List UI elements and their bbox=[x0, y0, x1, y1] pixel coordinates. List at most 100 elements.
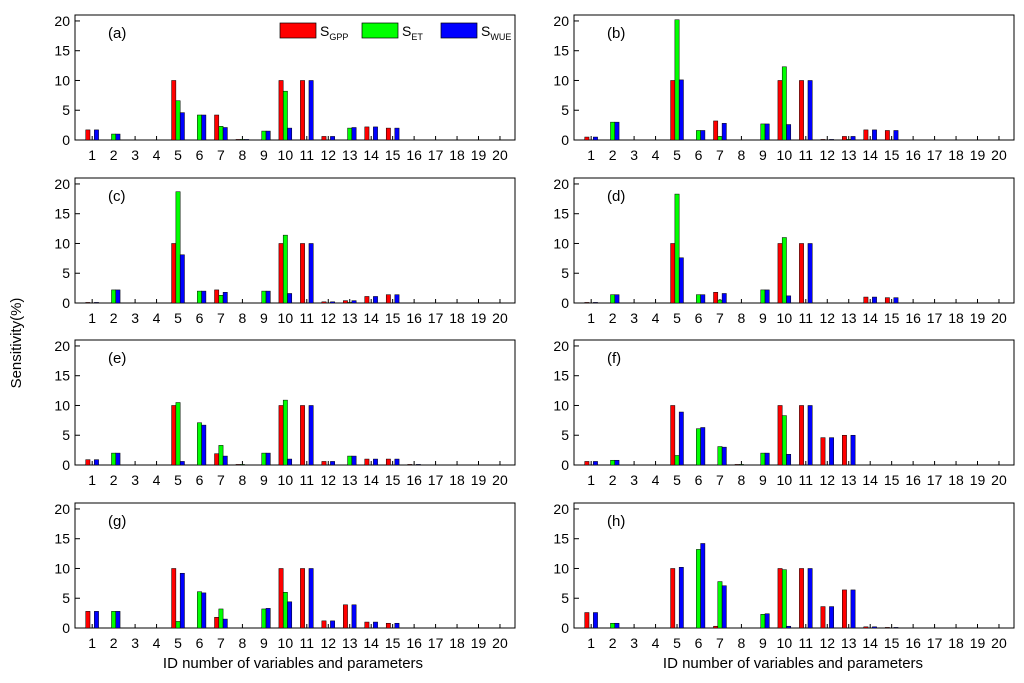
bar-set-13 bbox=[347, 302, 353, 304]
bar-sgpp-10 bbox=[777, 405, 783, 466]
x-tick-label: 14 bbox=[862, 635, 878, 651]
bar-sgpp-10 bbox=[278, 405, 284, 466]
x-tick-label: 1 bbox=[88, 635, 96, 651]
x-tick-label: 11 bbox=[799, 635, 814, 651]
bar-sgpp-10 bbox=[278, 243, 284, 304]
bar-set-2 bbox=[610, 121, 616, 141]
bar-sgpp-11 bbox=[799, 80, 804, 141]
x-tick-label: 18 bbox=[948, 147, 964, 163]
y-tick-label: 5 bbox=[62, 265, 70, 281]
x-tick-label: 1 bbox=[587, 310, 595, 326]
x-tick-label: 12 bbox=[320, 635, 336, 651]
bar-swue-14 bbox=[373, 458, 378, 466]
x-tick-label: 3 bbox=[630, 147, 638, 163]
bar-swue-7 bbox=[222, 455, 228, 466]
bar-swue-7 bbox=[721, 293, 727, 304]
bar-sgpp-12 bbox=[820, 606, 826, 629]
x-tick-label: 18 bbox=[449, 472, 465, 488]
bar-sgpp-16 bbox=[407, 464, 413, 466]
x-tick-label: 15 bbox=[385, 635, 401, 651]
bar-swue-15 bbox=[394, 458, 400, 466]
bar-set-6 bbox=[696, 130, 701, 141]
x-tick-label: 8 bbox=[239, 472, 247, 488]
x-tick-label: 8 bbox=[239, 147, 247, 163]
x-tick-label: 2 bbox=[609, 635, 617, 651]
bar-sgpp-12 bbox=[321, 301, 327, 304]
x-tick-label: 18 bbox=[948, 310, 964, 326]
bar-sgpp-7 bbox=[713, 292, 719, 304]
y-tick-label: 5 bbox=[62, 102, 70, 118]
bar-swue-1 bbox=[94, 302, 99, 304]
y-tick-label: 0 bbox=[62, 620, 70, 636]
bar-set-10 bbox=[282, 399, 288, 466]
legend-item: SGPP bbox=[279, 22, 348, 42]
bar-set-10 bbox=[781, 569, 787, 629]
x-tick-label: 14 bbox=[862, 147, 878, 163]
x-tick-label: 6 bbox=[695, 147, 703, 163]
x-tick-label: 1 bbox=[88, 147, 96, 163]
bar-swue-2 bbox=[614, 121, 620, 141]
bar-set-7 bbox=[218, 126, 224, 141]
bar-set-6 bbox=[197, 290, 202, 304]
bar-swue-15 bbox=[893, 627, 899, 629]
y-tick-label: 20 bbox=[54, 13, 70, 29]
bar-sgpp-8 bbox=[235, 139, 241, 141]
x-tick-label: 2 bbox=[110, 147, 118, 163]
legend-swatch bbox=[440, 22, 478, 39]
bar-set-8 bbox=[240, 464, 245, 466]
x-tick-label: 7 bbox=[217, 472, 225, 488]
y-tick-label: 20 bbox=[553, 13, 569, 29]
y-axis-title: Sensitivity(%) bbox=[8, 298, 25, 389]
y-tick-label: 5 bbox=[62, 590, 70, 606]
x-tick-label: 6 bbox=[695, 310, 703, 326]
y-tick-label: 5 bbox=[62, 427, 70, 443]
bar-sgpp-15 bbox=[385, 622, 391, 629]
x-tick-label: 16 bbox=[905, 310, 921, 326]
bar-swue-12 bbox=[330, 620, 335, 629]
bar-swue-13 bbox=[351, 455, 357, 466]
bar-swue-1 bbox=[593, 612, 598, 629]
bar-swue-6 bbox=[201, 424, 207, 466]
bar-swue-14 bbox=[872, 296, 877, 304]
x-tick-label: 9 bbox=[759, 472, 767, 488]
y-tick-label: 20 bbox=[54, 501, 70, 517]
x-tick-label: 14 bbox=[363, 472, 379, 488]
bar-set-10 bbox=[282, 234, 288, 304]
legend-item: SET bbox=[361, 22, 423, 42]
bar-sgpp-11 bbox=[300, 405, 305, 466]
bar-swue-1 bbox=[94, 611, 99, 629]
bar-sgpp-1 bbox=[584, 612, 590, 629]
bar-sgpp-11 bbox=[300, 243, 305, 304]
bar-sgpp-12 bbox=[321, 136, 327, 141]
bar-sgpp-11 bbox=[799, 405, 804, 466]
panel-label: (d) bbox=[607, 188, 625, 205]
x-tick-label: 20 bbox=[991, 147, 1007, 163]
bar-sgpp-14 bbox=[364, 458, 370, 466]
bar-sgpp-7 bbox=[713, 120, 719, 141]
bar-set-13 bbox=[347, 127, 353, 141]
x-tick-label: 11 bbox=[300, 472, 315, 488]
legend: SGPP SET SWUE bbox=[279, 22, 511, 42]
x-tick-label: 7 bbox=[716, 147, 724, 163]
bar-swue-9 bbox=[764, 613, 770, 629]
x-tick-label: 13 bbox=[342, 472, 358, 488]
bar-sgpp-7 bbox=[713, 625, 719, 629]
x-tick-label: 7 bbox=[716, 635, 724, 651]
bar-swue-5 bbox=[678, 79, 684, 141]
bar-swue-6 bbox=[700, 294, 706, 304]
panel-label: (e) bbox=[108, 350, 126, 367]
bar-swue-16 bbox=[416, 464, 421, 466]
bar-swue-1 bbox=[94, 129, 99, 141]
x-tick-label: 1 bbox=[587, 472, 595, 488]
bar-sgpp-13 bbox=[343, 300, 348, 304]
bar-set-2 bbox=[111, 289, 117, 304]
y-tick-label: 0 bbox=[62, 132, 70, 148]
bar-sgpp-1 bbox=[584, 461, 590, 466]
bar-swue-6 bbox=[700, 543, 706, 629]
bar-set-6 bbox=[197, 591, 202, 629]
